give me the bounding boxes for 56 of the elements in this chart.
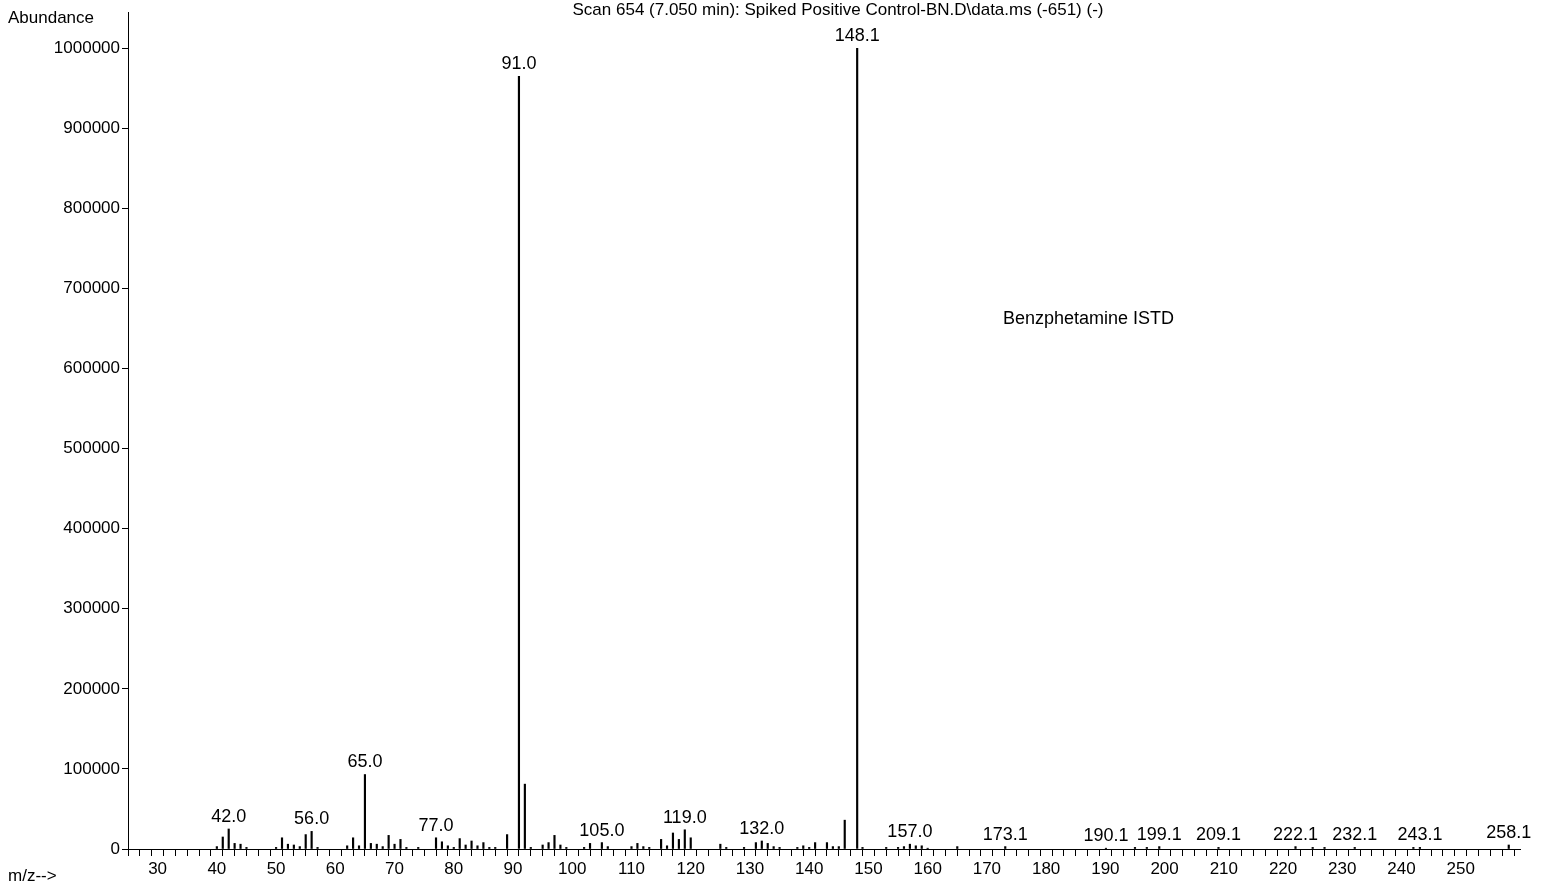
x-tick-label: 100 [558,858,587,878]
x-tick-label: 60 [325,858,345,878]
x-tick-label: 210 [1209,858,1239,878]
annotation: 91.0 [501,53,537,74]
annotation: 119.0 [662,806,707,827]
y-tick-label: 1000000 [53,37,120,57]
y-tick-label: 400000 [63,518,120,538]
x-tick-label: 80 [444,858,464,878]
x-tick-label: 30 [148,858,168,878]
y-tick-label: 500000 [63,438,120,458]
annotation: 56.0 [294,808,330,829]
annotation: 222.1 [1272,823,1319,844]
annotation: Benzphetamine ISTD [1002,308,1175,329]
y-tick-label: 700000 [63,278,120,298]
annotation: 157.0 [887,821,933,842]
annotation: 65.0 [347,751,383,772]
x-tick-label: 90 [503,858,523,878]
x-tick-label: 70 [385,858,405,878]
annotation: 105.0 [579,819,625,840]
annotation: 243.1 [1397,824,1443,845]
x-tick-label: 140 [795,858,824,878]
x-tick-label: 190 [1091,858,1120,878]
x-tick-label: 150 [854,858,883,878]
x-tick-label: 50 [266,858,286,878]
y-tick-label: 900000 [63,118,120,137]
x-tick-label: 130 [735,858,765,878]
annotation: 199.1 [1136,823,1182,844]
x-tick-label: 120 [676,858,705,878]
annotation: 258.1 [1486,821,1532,842]
x-tick-label: 230 [1328,858,1357,878]
x-tick-label: 200 [1150,858,1179,878]
chart-title: Scan 654 (7.050 min): Spiked Positive Control-BN.D\data.ms (-651) (-) [571,0,1105,20]
annotation: 148.1 [834,25,880,46]
y-tick-label: 800000 [63,198,120,218]
y-tick-label: 300000 [63,598,120,618]
x-tick-label: 40 [207,858,227,878]
annotation: 209.1 [1195,824,1242,845]
x-tick-label: 170 [972,858,1002,878]
annotation: 173.1 [982,823,1028,844]
x-axis-title: m/z--> [8,866,57,886]
x-tick-label: 180 [1031,858,1061,878]
y-axis-title: Abundance [8,8,95,28]
x-tick-label: 110 [617,858,646,878]
annotation: 232.1 [1332,824,1378,845]
annotation: 190.1 [1083,825,1129,846]
x-tick-label: 160 [913,858,942,878]
x-tick-label: 250 [1446,858,1475,878]
x-tick-label: 220 [1268,858,1298,878]
y-tick-label: 100000 [63,758,120,778]
y-tick-label: 600000 [63,358,120,378]
y-tick-label: 0 [110,838,120,858]
y-tick-label: 200000 [63,678,120,698]
annotation: 77.0 [418,814,454,835]
x-tick-label: 240 [1387,858,1416,878]
annotation: 132.0 [739,817,785,838]
annotation: 42.0 [211,805,247,826]
